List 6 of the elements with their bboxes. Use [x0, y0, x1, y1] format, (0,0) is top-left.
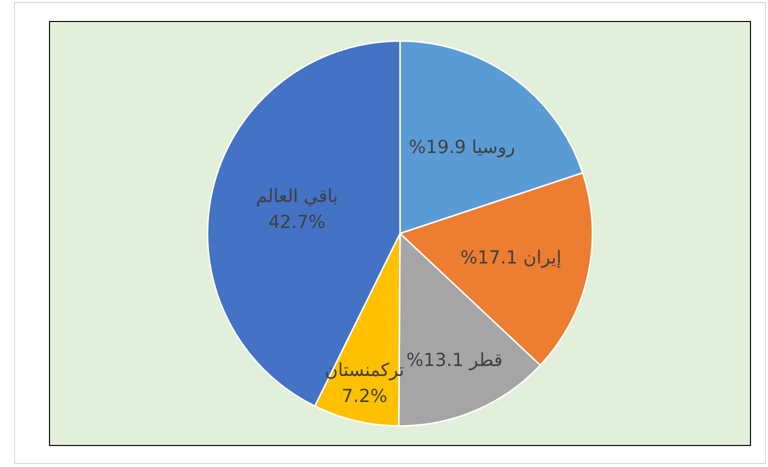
slice-label: باقي العالم [256, 186, 338, 207]
data-label: 7.2% [342, 386, 388, 407]
data-label: 42.7% [268, 212, 326, 233]
slice-label: روسيا 19.9% [408, 137, 516, 158]
slice-label: قطر 13.1% [406, 350, 503, 372]
slice-label: إيران 17.1% [460, 247, 562, 268]
